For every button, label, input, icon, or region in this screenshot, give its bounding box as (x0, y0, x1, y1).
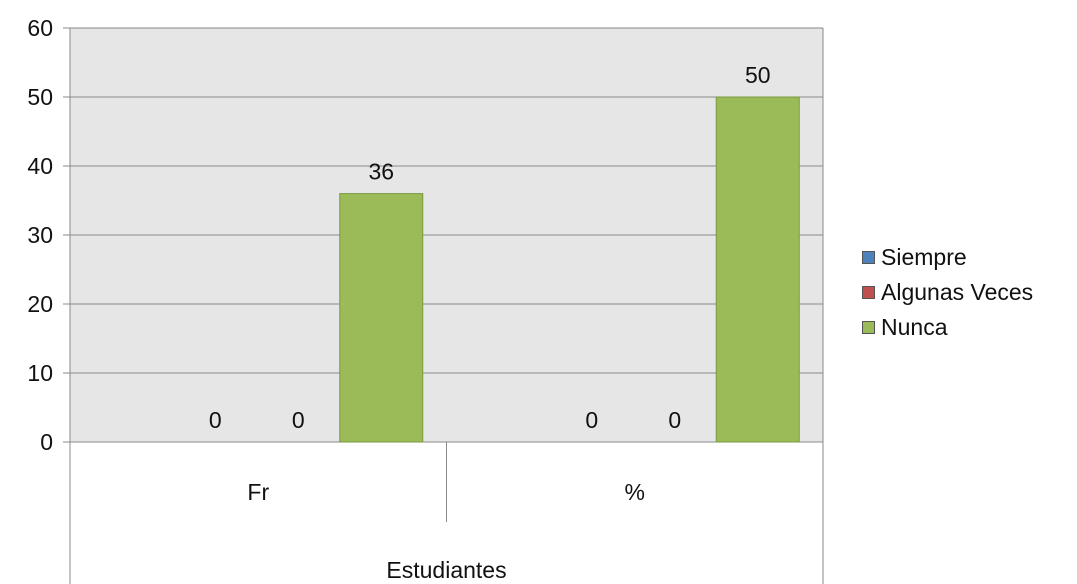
legend: Siempre Algunas Veces Nunca (862, 240, 1033, 345)
x-category-label-0: Fr (247, 479, 269, 505)
legend-label-algunas-veces: Algunas Veces (881, 279, 1034, 305)
legend-swatch-nunca (862, 321, 875, 334)
legend-label-nunca: Nunca (881, 314, 948, 340)
legend-swatch-algunas-veces (862, 286, 875, 299)
data-label-algunas-veces-1: 0 (668, 407, 681, 433)
y-tick-label-20: 20 (27, 291, 53, 317)
legend-item-algunas-veces: Algunas Veces (862, 275, 1033, 310)
data-label-siempre-1: 0 (585, 407, 598, 433)
x-group-label: Estudiantes (386, 557, 506, 583)
legend-label-siempre: Siempre (881, 244, 967, 270)
bar-nunca-x-1 (715, 96, 800, 443)
y-tick-label-10: 10 (27, 360, 53, 386)
data-label-algunas-veces-0: 0 (292, 407, 305, 433)
legend-item-siempre: Siempre (862, 240, 1033, 275)
y-tick-label-30: 30 (27, 222, 53, 248)
legend-item-nunca: Nunca (862, 310, 1033, 345)
y-tick-label-60: 60 (27, 15, 53, 41)
data-label-siempre-0: 0 (209, 407, 222, 433)
data-label-nunca-0: 36 (368, 159, 394, 185)
bar-nunca-fr-0 (339, 193, 424, 443)
x-category-label-1: % (625, 479, 645, 505)
legend-swatch-siempre (862, 251, 875, 264)
y-tick-label-50: 50 (27, 84, 53, 110)
y-tick-label-40: 40 (27, 153, 53, 179)
y-tick-label-0: 0 (40, 429, 53, 455)
data-label-nunca-1: 50 (745, 62, 771, 88)
